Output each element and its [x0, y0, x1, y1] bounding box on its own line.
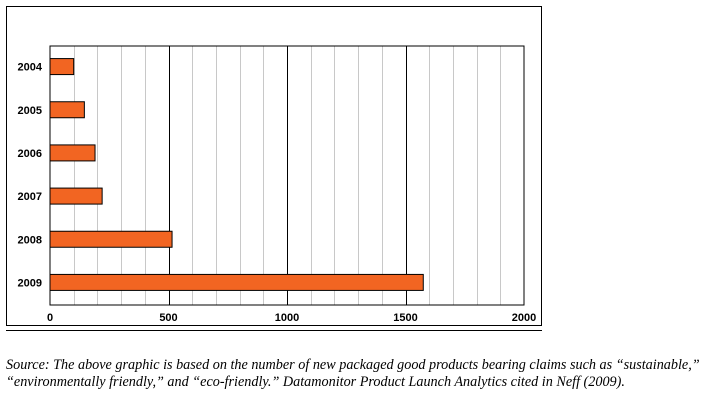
- bars: [49, 58, 424, 291]
- plot-area: [49, 45, 525, 306]
- source-caption: Source: The above graphic is based on th…: [6, 357, 700, 390]
- bar-2007: [49, 187, 103, 205]
- x-tick-label: 500: [159, 312, 177, 324]
- x-tick-label: 0: [47, 312, 53, 324]
- x-axis-labels: 0 500 1000 1500 2000: [47, 312, 536, 324]
- x-tick-label: 2000: [512, 312, 536, 324]
- chart-frame: [6, 6, 542, 326]
- y-tick-label: 2006: [18, 148, 42, 160]
- y-tick-label: 2009: [18, 277, 42, 289]
- y-tick-label: 2005: [18, 105, 42, 117]
- y-tick-label: 2007: [18, 191, 42, 203]
- bar-2009: [49, 273, 424, 291]
- bar-2008: [49, 230, 173, 248]
- frame-divider: [6, 330, 542, 331]
- y-tick-label: 2008: [18, 234, 42, 246]
- x-tick-label: 1000: [275, 312, 299, 324]
- x-tick-label: 1500: [393, 312, 417, 324]
- bar-2004: [49, 58, 75, 76]
- bar-2006: [49, 144, 96, 162]
- y-tick-label: 2004: [18, 62, 43, 74]
- grid-lines: [74, 46, 501, 305]
- y-axis-labels: 2004 2005 2006 2007 2008 2009: [18, 62, 43, 290]
- bar-2005: [49, 101, 85, 119]
